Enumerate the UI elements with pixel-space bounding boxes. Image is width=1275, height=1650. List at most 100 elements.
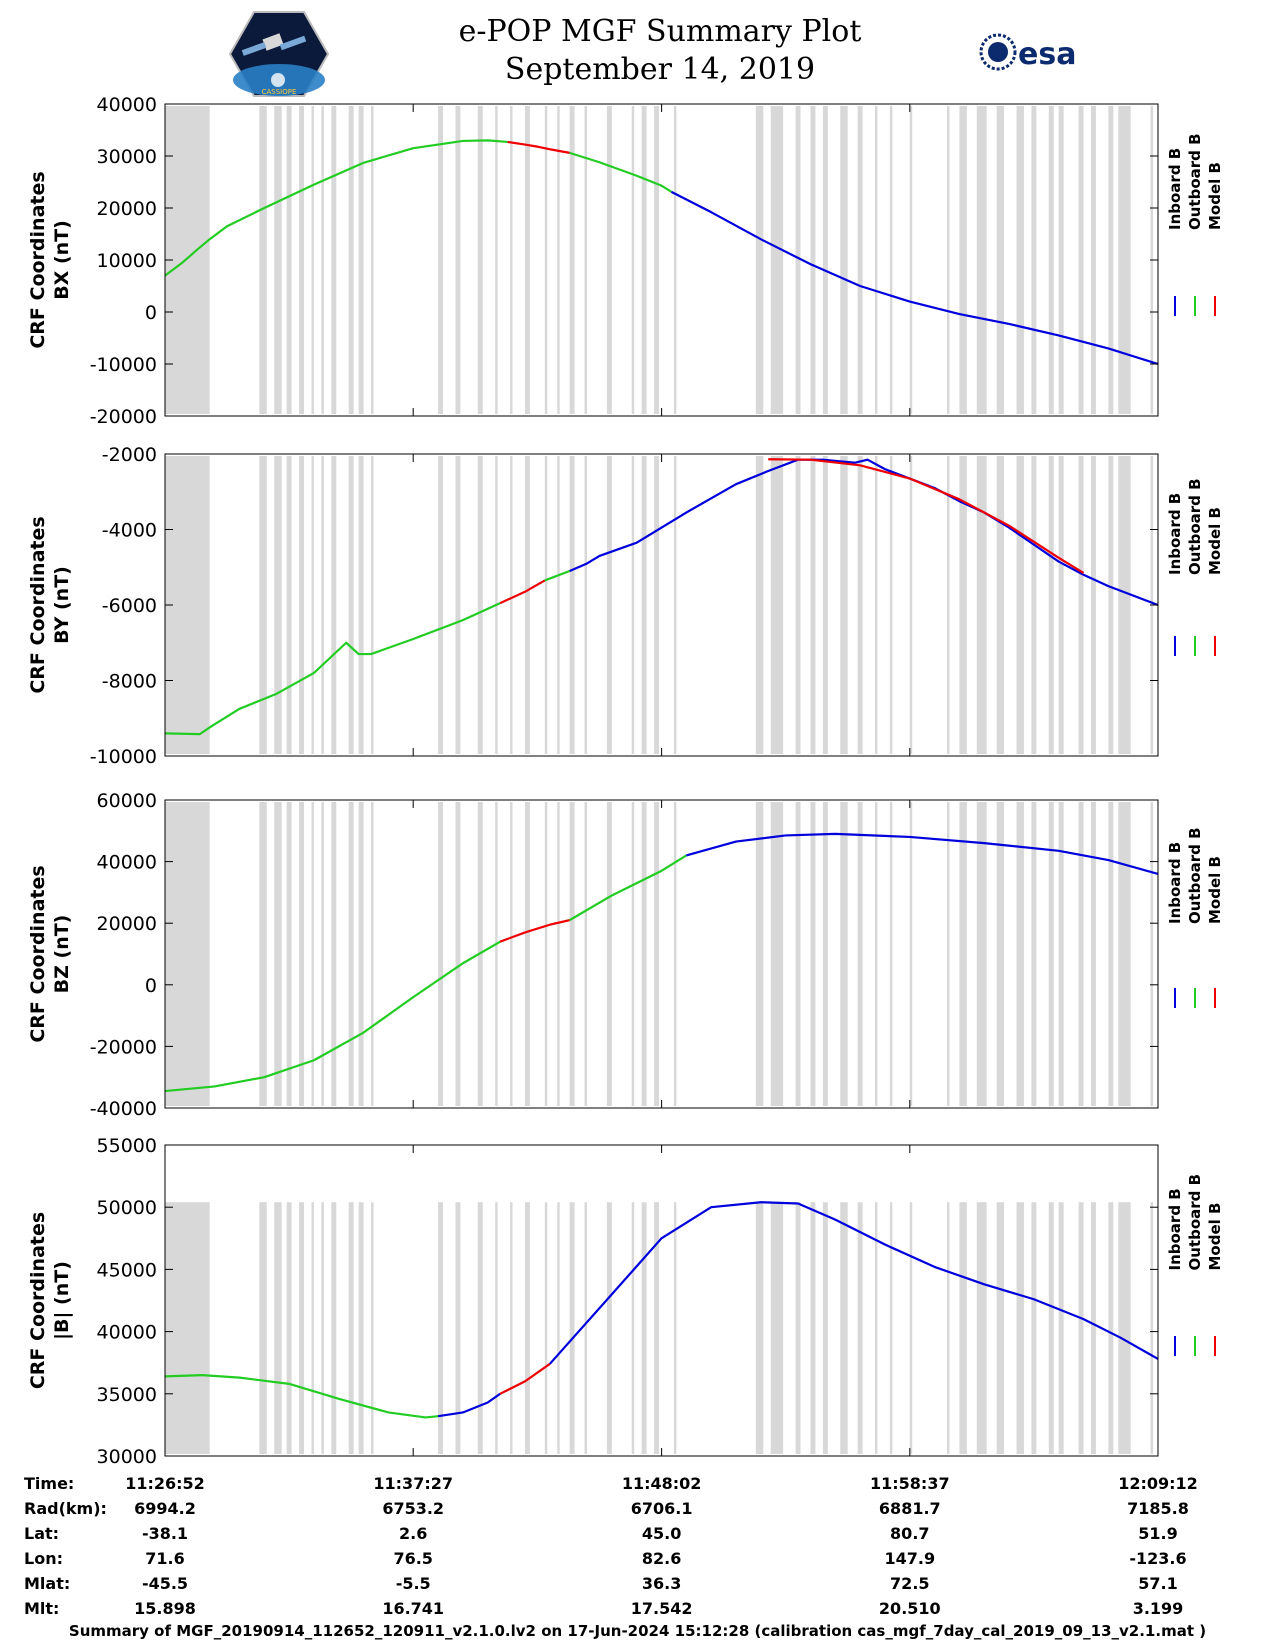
gray-band — [311, 802, 314, 1106]
series-line-outboard-b — [164, 139, 508, 277]
gray-band — [348, 106, 354, 414]
gray-band — [795, 1202, 801, 1454]
gray-band — [1048, 106, 1054, 414]
gray-band — [321, 456, 324, 754]
gray-band — [810, 802, 816, 1106]
gray-band — [584, 456, 588, 754]
esa-logo-text: esa — [1018, 37, 1076, 72]
gray-band — [641, 1202, 647, 1454]
y-axis-label: BX (nT) — [51, 220, 73, 300]
gray-band — [1090, 456, 1096, 754]
gray-band — [606, 106, 612, 414]
gray-band — [259, 1202, 267, 1454]
gray-band — [673, 456, 677, 754]
gray-band — [569, 1202, 575, 1454]
gray-band — [673, 1202, 677, 1454]
y-tick-label: 45000 — [97, 1259, 157, 1281]
gray-band — [371, 106, 374, 414]
y-axis-label: CRF Coordinates — [27, 516, 49, 693]
gray-band — [606, 1202, 612, 1454]
y-tick-label: -10000 — [90, 746, 157, 768]
legend-label: Model B — [1206, 162, 1224, 230]
gray-band — [770, 106, 784, 414]
gray-band — [755, 1202, 764, 1454]
gray-band — [371, 802, 374, 1106]
gray-band — [371, 1202, 374, 1454]
table-cell: 11:26:52 — [125, 1474, 205, 1493]
cassiope-logo-text: CASSIOPE — [262, 88, 297, 96]
gray-band — [889, 106, 893, 414]
table-cell: 36.3 — [641, 1574, 682, 1593]
series-line-model-b — [499, 919, 570, 943]
series-line-model-b — [507, 140, 570, 154]
gray-band — [1058, 802, 1064, 1106]
y-tick-label: -4000 — [102, 520, 157, 542]
gray-band — [840, 106, 848, 414]
gray-band — [1150, 802, 1154, 1106]
table-cell: -38.1 — [141, 1524, 189, 1543]
gray-band — [822, 1202, 828, 1454]
gray-band — [1108, 456, 1114, 754]
y-tick-label: -20000 — [90, 406, 157, 428]
gray-band — [1048, 456, 1054, 754]
gray-band — [1058, 1202, 1064, 1454]
table-cell: 12:09:12 — [1118, 1474, 1198, 1493]
gray-band — [857, 456, 863, 754]
y-tick-label: 60000 — [97, 790, 157, 812]
gray-band — [584, 106, 588, 414]
gray-band — [299, 106, 305, 414]
y-tick-label: 40000 — [97, 1322, 157, 1344]
table-cell: 45.0 — [641, 1524, 682, 1543]
legend-label: Inboard B — [1166, 493, 1184, 575]
gray-band — [996, 456, 1005, 754]
gray-band — [274, 1202, 282, 1454]
gray-band — [1118, 802, 1131, 1106]
gray-band — [358, 106, 364, 414]
gray-band — [654, 1202, 660, 1454]
gray-band — [1048, 802, 1054, 1106]
gray-band — [274, 456, 282, 754]
gray-band — [358, 802, 364, 1106]
gray-band — [874, 1202, 878, 1454]
gray-band — [311, 106, 314, 414]
gray-band — [274, 106, 282, 414]
gray-band — [1031, 456, 1037, 754]
gray-band — [544, 802, 548, 1106]
table-cell: 7185.8 — [1127, 1499, 1189, 1518]
y-tick-label: 50000 — [97, 1197, 157, 1219]
table-row-label: Time: — [24, 1474, 75, 1493]
table-row-label: Rad(km): — [24, 1499, 107, 1518]
gray-band — [321, 1202, 324, 1454]
gray-band — [909, 106, 913, 414]
y-tick-label: -40000 — [90, 1098, 157, 1120]
chart-title-line2: September 14, 2019 — [504, 52, 816, 87]
gray-band — [477, 456, 483, 754]
gray-band — [510, 456, 513, 754]
table-cell: 6881.7 — [878, 1499, 941, 1518]
gray-band — [755, 456, 764, 754]
gray-band — [770, 1202, 784, 1454]
y-tick-label: 0 — [145, 302, 157, 324]
gray-band — [524, 1202, 530, 1454]
gray-band — [1058, 456, 1064, 754]
gray-band — [331, 456, 337, 754]
gray-band — [795, 456, 801, 754]
y-tick-label: -8000 — [102, 671, 157, 693]
y-tick-label: -2000 — [102, 444, 157, 466]
gray-band — [495, 1202, 498, 1454]
gray-band — [654, 802, 660, 1106]
table-cell: 72.5 — [890, 1574, 930, 1593]
y-axis-label: BZ (nT) — [51, 915, 73, 994]
gray-band — [569, 106, 575, 414]
gray-band — [946, 802, 950, 1106]
gray-band — [1016, 456, 1024, 754]
table-cell: 2.6 — [399, 1524, 428, 1543]
gray-band — [321, 802, 324, 1106]
y-tick-label: 20000 — [97, 913, 157, 935]
gray-band — [889, 456, 893, 754]
gray-band — [524, 802, 530, 1106]
gray-band — [996, 106, 1005, 414]
gray-band — [606, 456, 612, 754]
gray-band — [569, 456, 575, 754]
gray-band — [946, 1202, 950, 1454]
